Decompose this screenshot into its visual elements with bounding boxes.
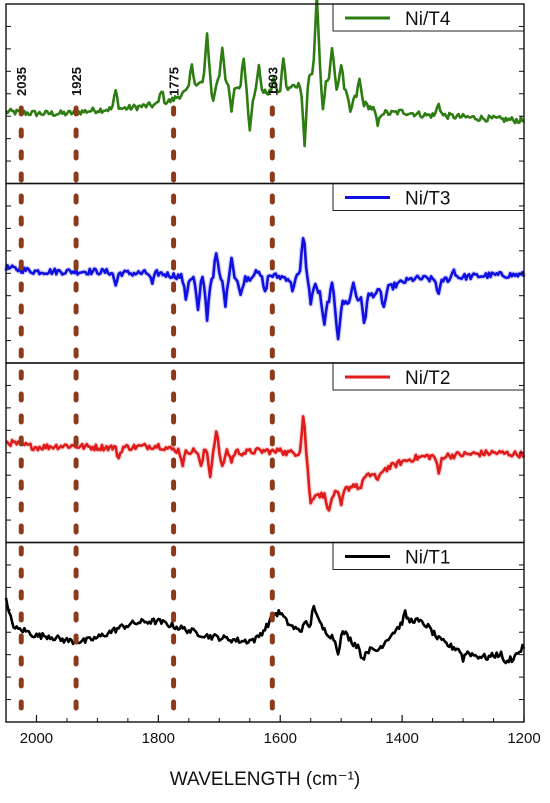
x-axis-title: WAVELENGTH (cm⁻¹)	[170, 769, 361, 790]
series-line	[4, 0, 525, 148]
panel-ni-t2: Ni/T2	[4, 362, 526, 513]
legend-label: Ni/T2	[405, 368, 450, 389]
panel-ni-t4: Ni/T4	[4, 0, 525, 148]
panel-ni-t1: Ni/T1	[4, 542, 526, 665]
legend: Ni/T1	[332, 542, 525, 570]
legend-label: Ni/T1	[405, 548, 450, 569]
marker-1603: 1603	[265, 67, 280, 725]
legend-label: Ni/T4	[405, 9, 451, 30]
series-line	[4, 237, 526, 341]
series-glow	[4, 413, 526, 513]
series-line	[4, 597, 526, 665]
x-tick-label: 1800	[142, 730, 175, 747]
marker-label: 1775	[167, 67, 182, 96]
x-tick-label: 2000	[20, 730, 53, 747]
markers-layer: 2035 1925 1775 1603	[14, 67, 280, 725]
legend-label: Ni/T3	[405, 189, 450, 210]
panel-ni-t3: Ni/T3	[3, 183, 527, 342]
legend: Ni/T2	[332, 362, 525, 391]
marker-1925: 1925	[69, 67, 84, 725]
frames-layer	[5, 3, 525, 723]
legend: Ni/T4	[332, 3, 525, 32]
x-axis: 2000 1800 1600 1400 1200	[5, 715, 541, 747]
x-tick-label: 1400	[385, 730, 418, 747]
legend: Ni/T3	[332, 183, 525, 211]
marker-label: 1925	[69, 67, 84, 96]
marker-2035: 2035	[14, 67, 29, 725]
panel-frame	[5, 541, 525, 723]
marker-label: 1603	[265, 67, 280, 96]
x-tick-label: 1600	[264, 730, 297, 747]
marker-label: 2035	[14, 67, 29, 96]
panels-layer: Ni/T4 Ni/T3 Ni/T2 Ni/T1	[3, 0, 527, 665]
marker-1775: 1775	[167, 67, 182, 725]
series-line	[5, 415, 526, 512]
x-tick-label: 1200	[507, 730, 540, 747]
